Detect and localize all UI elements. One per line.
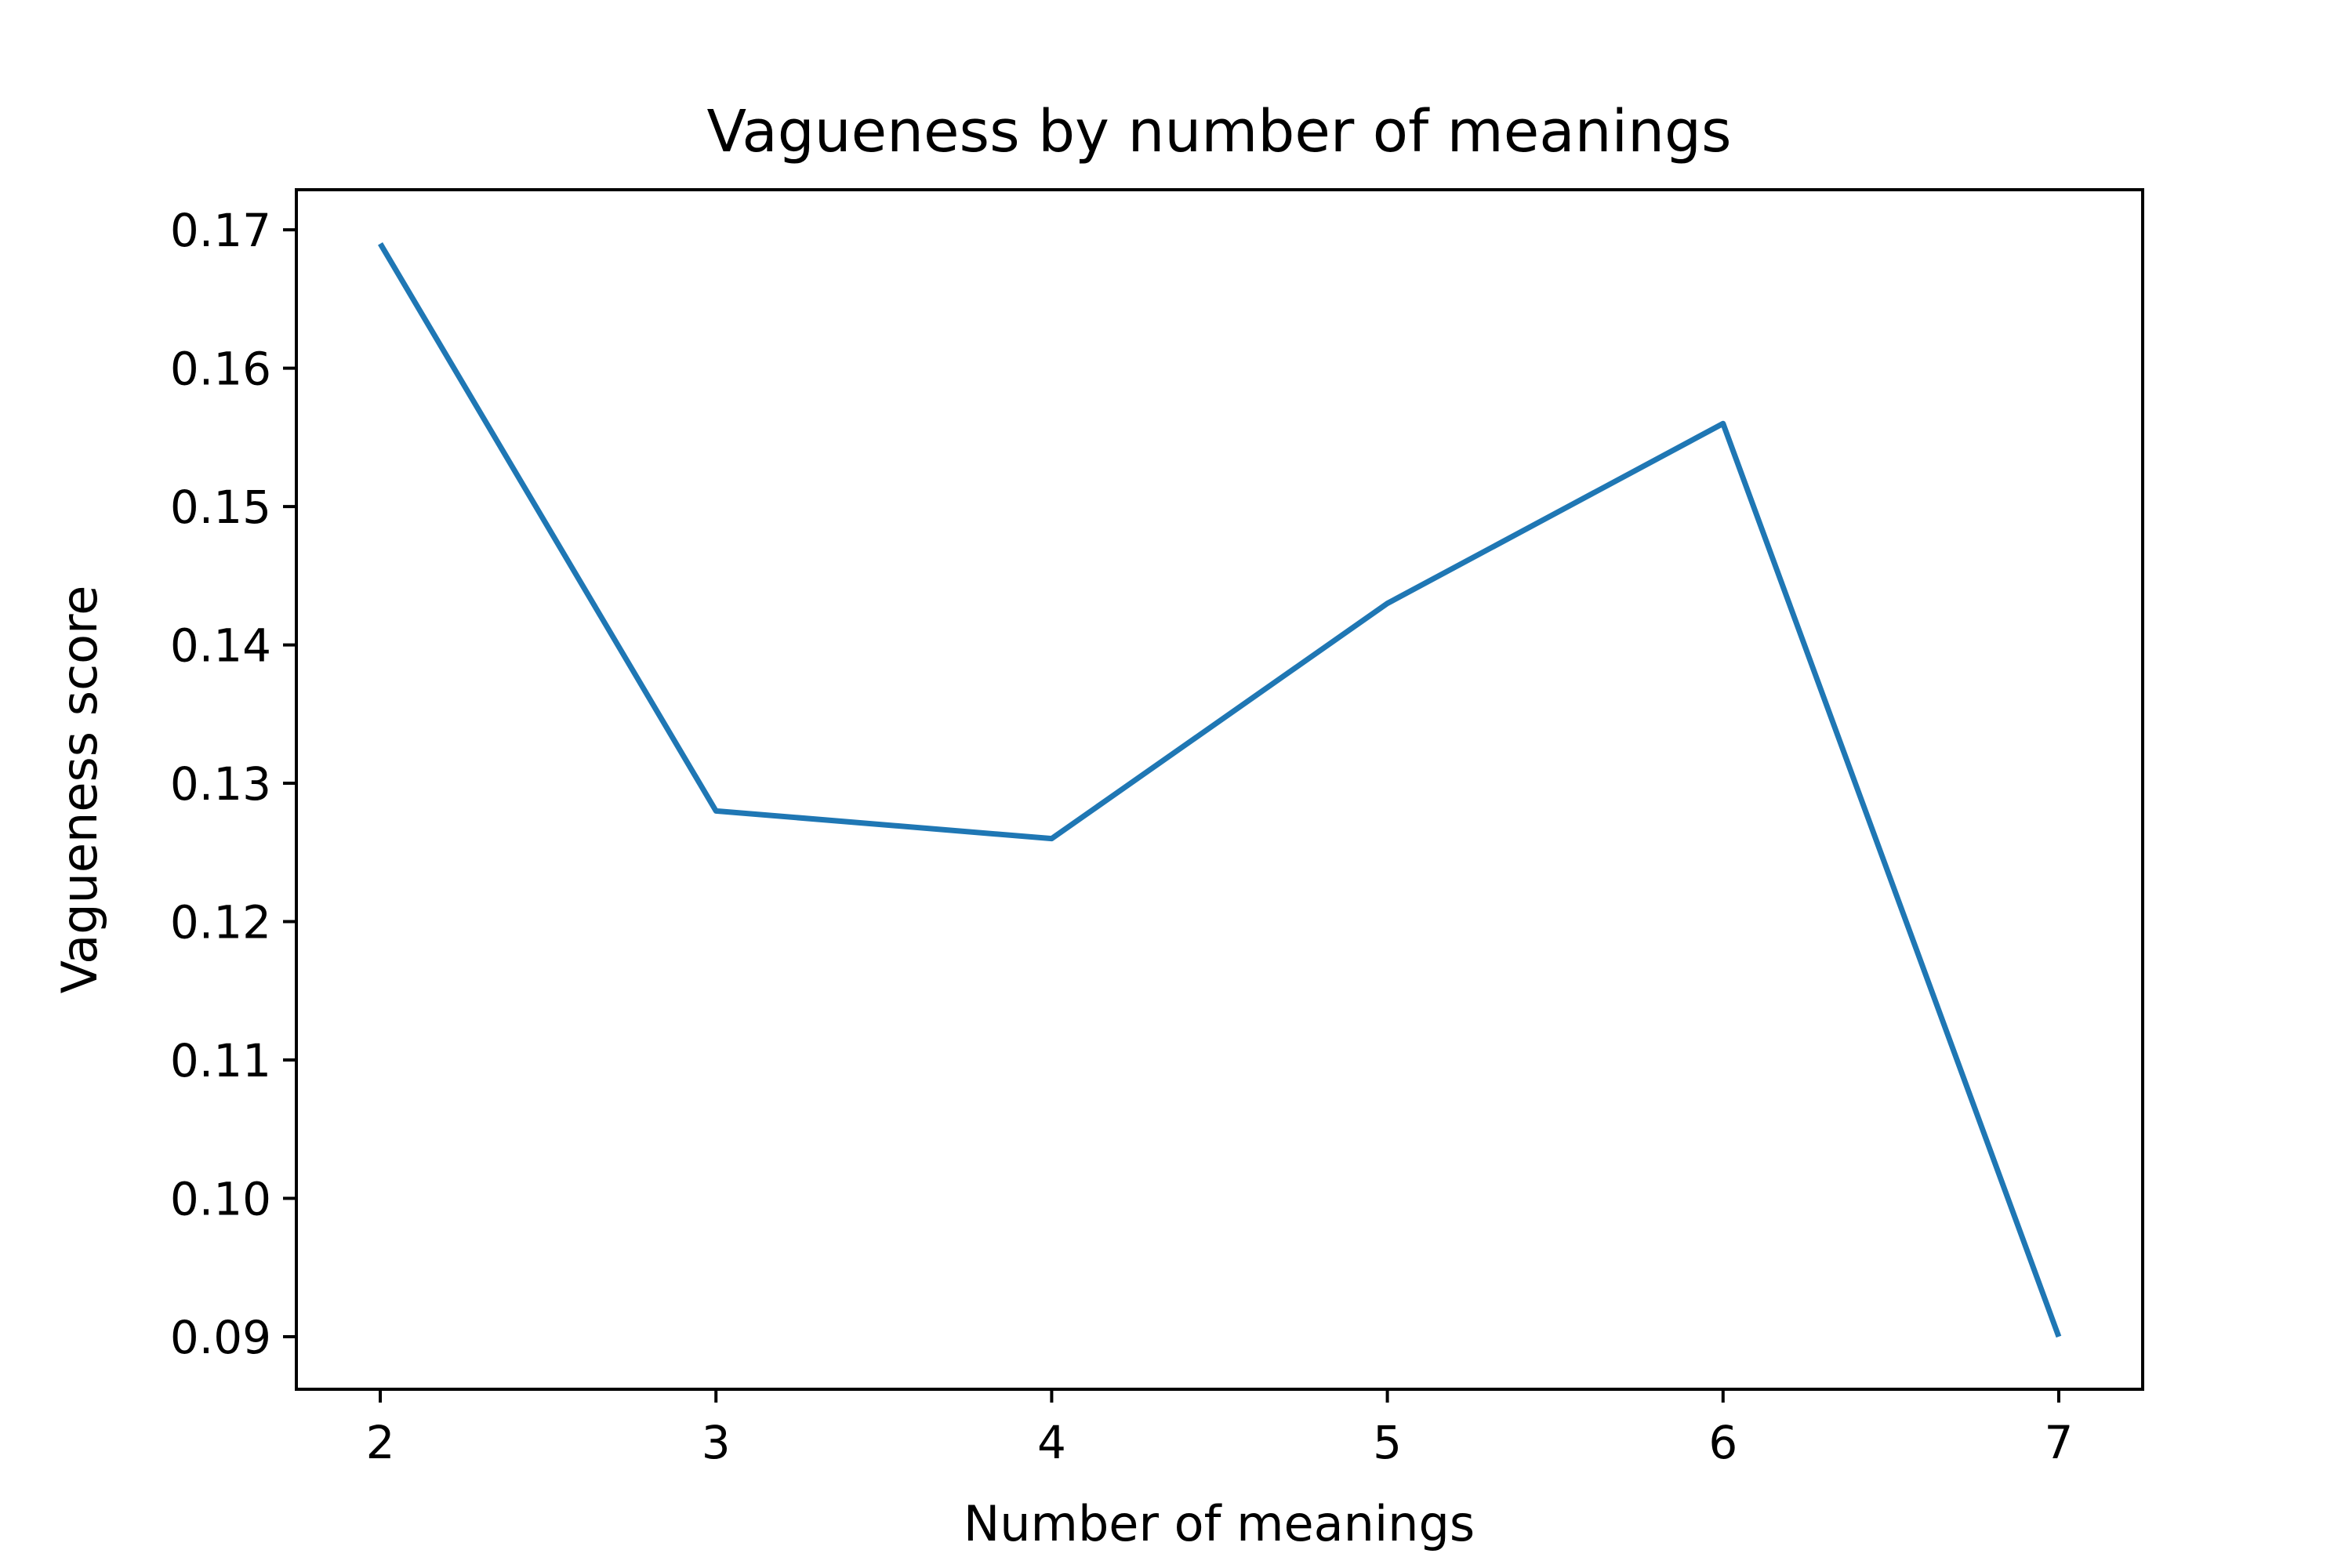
y-tick-label: 0.13 [170,757,271,811]
series-line [378,242,2062,1338]
series-group [378,242,2062,1338]
y-tick-label: 0.15 [170,481,271,534]
y-tick-label: 0.09 [170,1311,271,1364]
x-tick-label: 3 [702,1416,731,1469]
plot-frame [295,188,2144,1391]
x-tick-label: 5 [1373,1416,1402,1469]
x-tick-label: 7 [2045,1416,2074,1469]
x-axis-ticks: 2 3 4 5 6 7 [366,1389,2074,1469]
x-axis-title: Number of meanings [964,1495,1475,1552]
y-tick-label: 0.12 [170,896,271,949]
chart-title: Vagueness by number of meanings [707,98,1732,165]
y-axis-title: Vagueness score [51,586,108,994]
y-tick-label: 0.11 [170,1034,271,1087]
y-axis-ticks: 0.09 0.10 0.11 0.12 0.13 0.14 0.15 0.16 0.17 [170,204,296,1364]
y-tick-label: 0.17 [170,204,271,257]
y-tick-label: 0.14 [170,619,271,673]
x-tick-label: 6 [1708,1416,1737,1469]
x-tick-label: 4 [1037,1416,1066,1469]
y-tick-label: 0.16 [170,343,271,396]
x-tick-label: 2 [366,1416,395,1469]
y-tick-label: 0.10 [170,1172,271,1225]
